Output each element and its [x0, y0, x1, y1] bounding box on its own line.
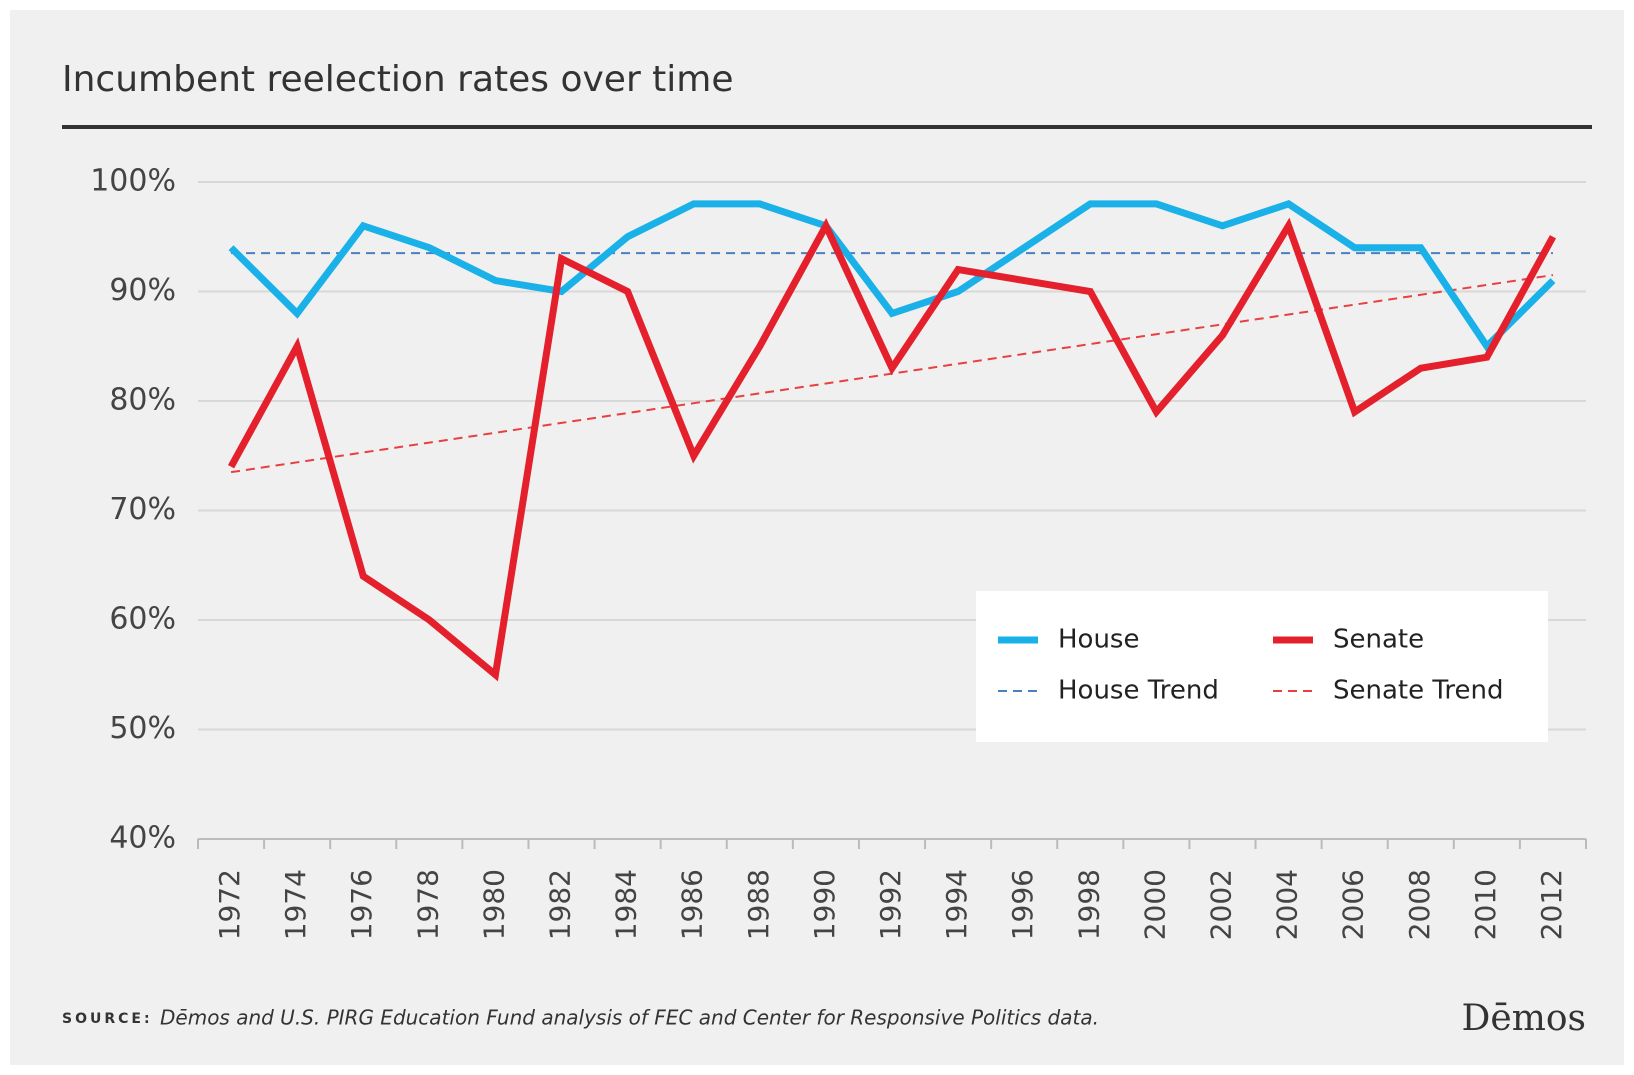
x-tick-label: 2006: [1337, 869, 1370, 940]
series-line: [228, 200, 1556, 352]
legend-label: Senate: [1333, 625, 1424, 655]
x-tick-label: 1974: [279, 869, 312, 940]
legend-box: [976, 591, 1548, 742]
x-tick-label: 1972: [213, 869, 246, 940]
x-tick-label: 2000: [1138, 869, 1171, 940]
legend-label: House: [1058, 625, 1139, 655]
y-tick-label: 90%: [109, 273, 176, 308]
panel: [10, 10, 1624, 1065]
x-tick-label: 2002: [1204, 869, 1237, 940]
source-label: SOURCE:: [62, 1011, 153, 1027]
x-tick-label: 2010: [1469, 869, 1502, 940]
y-tick-label: 80%: [109, 383, 176, 418]
x-tick-label: 1994: [940, 869, 973, 940]
x-tick-label: 1980: [477, 869, 510, 940]
x-tick-label: 1978: [411, 869, 444, 940]
series-line: [227, 217, 1557, 682]
chart-title: Incumbent reelection rates over time: [62, 59, 734, 100]
legend-label: Senate Trend: [1333, 676, 1504, 706]
x-tick-label: 1984: [610, 869, 643, 940]
y-tick-label: 60%: [109, 602, 176, 637]
y-tick-label: 100%: [90, 164, 176, 199]
x-tick-label: 1986: [676, 869, 709, 940]
x-tick-label: 1976: [345, 869, 378, 940]
logo: Dēmos: [1462, 998, 1586, 1039]
x-tick-label: 2008: [1403, 869, 1436, 940]
x-tick-label: 2012: [1535, 869, 1568, 940]
x-tick-label: 1990: [808, 869, 841, 940]
x-tick-label: 1998: [1072, 869, 1105, 940]
legend-label: House Trend: [1058, 676, 1219, 706]
source-text: Dēmos and U.S. PIRG Education Fund analy…: [160, 1006, 1099, 1030]
x-tick-label: 1988: [742, 869, 775, 940]
x-tick-label: 1982: [544, 869, 577, 940]
x-tick-label: 1996: [1006, 869, 1039, 940]
y-tick-label: 50%: [109, 711, 176, 746]
x-tick-label: 1992: [874, 869, 907, 940]
y-tick-label: 70%: [109, 492, 176, 527]
x-tick-label: 2004: [1271, 869, 1304, 940]
y-tick-label: 40%: [109, 821, 176, 856]
